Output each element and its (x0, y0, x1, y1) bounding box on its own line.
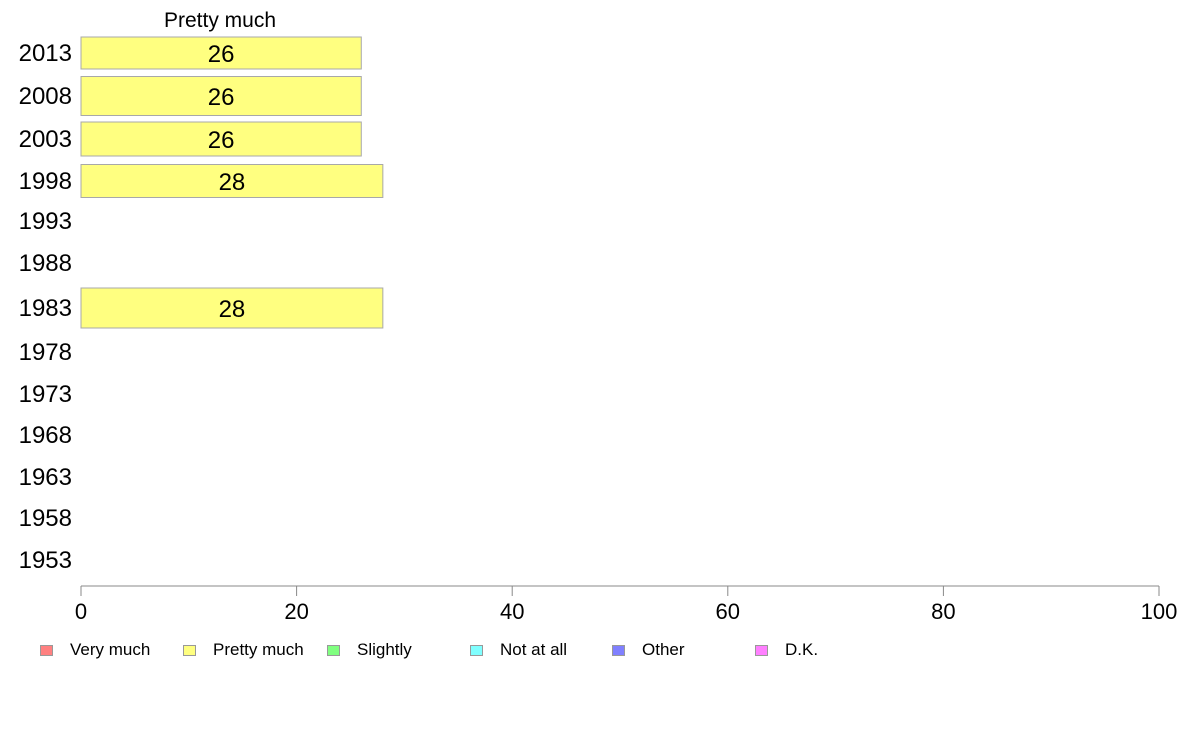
legend: Very much Pretty much Slightly Not at all Ot… (0, 638, 1188, 662)
data-label-2013: 26 (208, 41, 235, 68)
legend-label-not-at-all: Not at all (500, 640, 568, 659)
bar-1998-pretty-much (80, 164, 384, 198)
y-tick-label-1988: 1988 (19, 250, 72, 277)
y-tick-label-1958: 1958 (19, 505, 72, 532)
legend-label-slightly: Slightly (357, 640, 412, 659)
data-label-1998: 28 (219, 169, 246, 196)
y-tick-label-1973: 1973 (19, 381, 72, 408)
panel-title: Pretty much (164, 9, 276, 32)
data-label-2008: 26 (208, 84, 235, 111)
legend-swatch-other (612, 644, 625, 656)
y-tick-label-1983: 1983 (19, 295, 72, 322)
y-tick-label-1998: 1998 (19, 168, 72, 195)
legend-swatch-slightly (327, 644, 340, 656)
x-tick-label-60: 60 (716, 599, 740, 624)
legend-label-pretty-much: Pretty much (213, 640, 304, 659)
legend-item-d-k: D.K. (755, 638, 818, 662)
y-tick-label-1968: 1968 (19, 422, 72, 449)
legend-swatch-not-at-all (470, 644, 483, 656)
y-axis-labels: 2013 2008 2003 1998 1993 1988 1983 1978 1973 1968… (19, 40, 72, 574)
legend-item-pretty-much: Pretty much (183, 638, 304, 662)
legend-swatch-d-k (755, 644, 768, 656)
y-tick-label-2013: 2013 (19, 40, 72, 67)
y-tick-label-1993: 1993 (19, 208, 72, 235)
legend-item-slightly: Slightly (327, 638, 412, 662)
x-tick-label-0: 0 (75, 599, 87, 624)
x-axis: 0 20 40 60 80 100 (75, 585, 1178, 624)
legend-item-other: Other (612, 638, 685, 662)
data-label-2003: 26 (208, 127, 235, 154)
y-tick-label-2003: 2003 (19, 126, 72, 153)
legend-label-d-k: D.K. (785, 640, 819, 659)
x-tick-label-100: 100 (1141, 599, 1178, 624)
y-tick-label-2008: 2008 (19, 83, 72, 110)
data-label-1983: 28 (219, 296, 246, 323)
bar-2008-pretty-much (80, 76, 362, 116)
x-tick-label-20: 20 (284, 599, 308, 624)
x-tick-label-40: 40 (500, 599, 524, 624)
bar-2003-pretty-much (80, 121, 362, 157)
y-tick-label-1953: 1953 (19, 547, 72, 574)
x-tick-label-80: 80 (931, 599, 955, 624)
legend-label-other: Other (642, 640, 685, 659)
legend-item-not-at-all: Not at all (470, 638, 567, 662)
bar-2013-pretty-much (80, 36, 362, 70)
y-tick-label-1963: 1963 (19, 464, 72, 491)
bars-group: 26 26 26 28 28 (80, 36, 384, 329)
bar-1983-pretty-much (80, 287, 384, 329)
legend-swatch-pretty-much (183, 644, 196, 656)
legend-label-very-much: Very much (70, 640, 151, 659)
legend-swatch-very-much (40, 644, 53, 656)
legend-item-very-much: Very much (40, 638, 150, 662)
y-tick-label-1978: 1978 (19, 339, 72, 366)
